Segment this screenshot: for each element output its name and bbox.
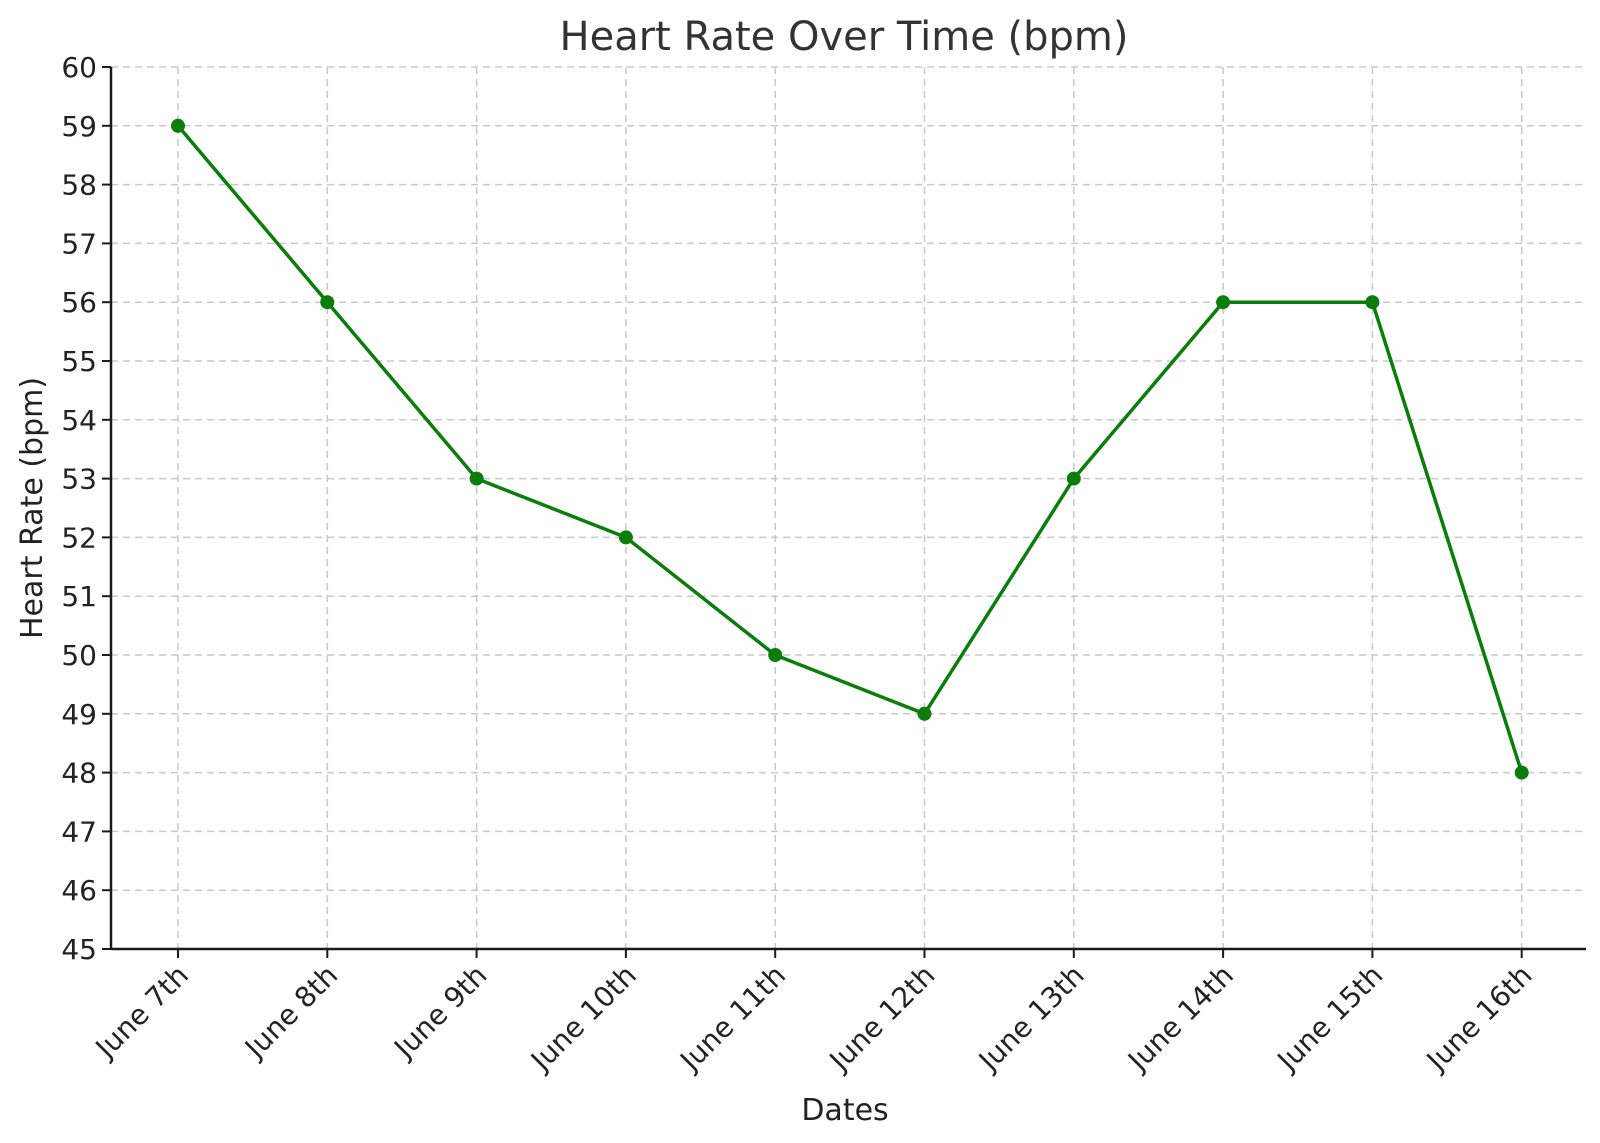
x-tick-label: June 16th bbox=[1419, 959, 1539, 1079]
series bbox=[171, 118, 1529, 780]
data-point bbox=[1216, 295, 1231, 310]
gridlines bbox=[111, 66, 1586, 950]
data-point bbox=[768, 648, 783, 662]
y-tick-label: 46 bbox=[61, 874, 97, 907]
y-tick-label: 58 bbox=[61, 169, 97, 202]
y-tick-label: 56 bbox=[61, 286, 97, 319]
chart-title: Heart Rate Over Time (bpm) bbox=[560, 14, 1129, 60]
y-tick-label: 48 bbox=[61, 757, 97, 790]
axes bbox=[109, 67, 1586, 951]
y-tick-label: 47 bbox=[61, 815, 97, 848]
x-tick-label: June 12th bbox=[822, 959, 942, 1079]
x-tick-label: June 7th bbox=[88, 959, 195, 1066]
x-tick-label: June 9th bbox=[386, 959, 493, 1066]
y-tick-label: 45 bbox=[61, 933, 97, 966]
x-tick-label: June 10th bbox=[523, 959, 643, 1079]
data-point bbox=[469, 471, 484, 486]
data-point bbox=[917, 706, 932, 721]
x-axis-ticks: June 7th June 8th June 9th June 10th June 11… bbox=[88, 949, 1539, 1078]
y-tick-label: 53 bbox=[61, 463, 97, 496]
data-point bbox=[618, 530, 633, 545]
series-line bbox=[176, 124, 1524, 774]
y-axis-ticks: 45 46 47 48 49 50 51 52 53 54 55 56 57 58 59 60 bbox=[61, 51, 111, 966]
x-tick-label: June 11th bbox=[672, 959, 792, 1079]
y-tick-label: 50 bbox=[61, 639, 97, 672]
y-tick-label: 60 bbox=[61, 51, 97, 84]
y-tick-label: 59 bbox=[61, 110, 97, 143]
x-axis-label: Dates bbox=[801, 1093, 888, 1128]
x-tick-label: June 8th bbox=[237, 959, 344, 1066]
y-tick-label: 57 bbox=[61, 227, 97, 260]
data-point bbox=[1514, 765, 1529, 780]
y-tick-label: 51 bbox=[61, 580, 97, 613]
y-tick-label: 49 bbox=[61, 698, 97, 731]
x-tick-label: June 13th bbox=[971, 959, 1091, 1079]
y-axis-label: Heart Rate (bpm) bbox=[15, 377, 50, 639]
x-tick-label: June 14th bbox=[1120, 959, 1240, 1079]
data-point bbox=[1066, 471, 1081, 486]
y-tick-label: 54 bbox=[61, 404, 97, 437]
x-tick-label: June 15th bbox=[1270, 959, 1390, 1079]
y-tick-label: 55 bbox=[61, 345, 97, 378]
y-tick-label: 52 bbox=[61, 521, 97, 554]
data-point bbox=[320, 295, 335, 310]
data-point bbox=[1365, 295, 1380, 310]
data-point bbox=[171, 118, 185, 133]
